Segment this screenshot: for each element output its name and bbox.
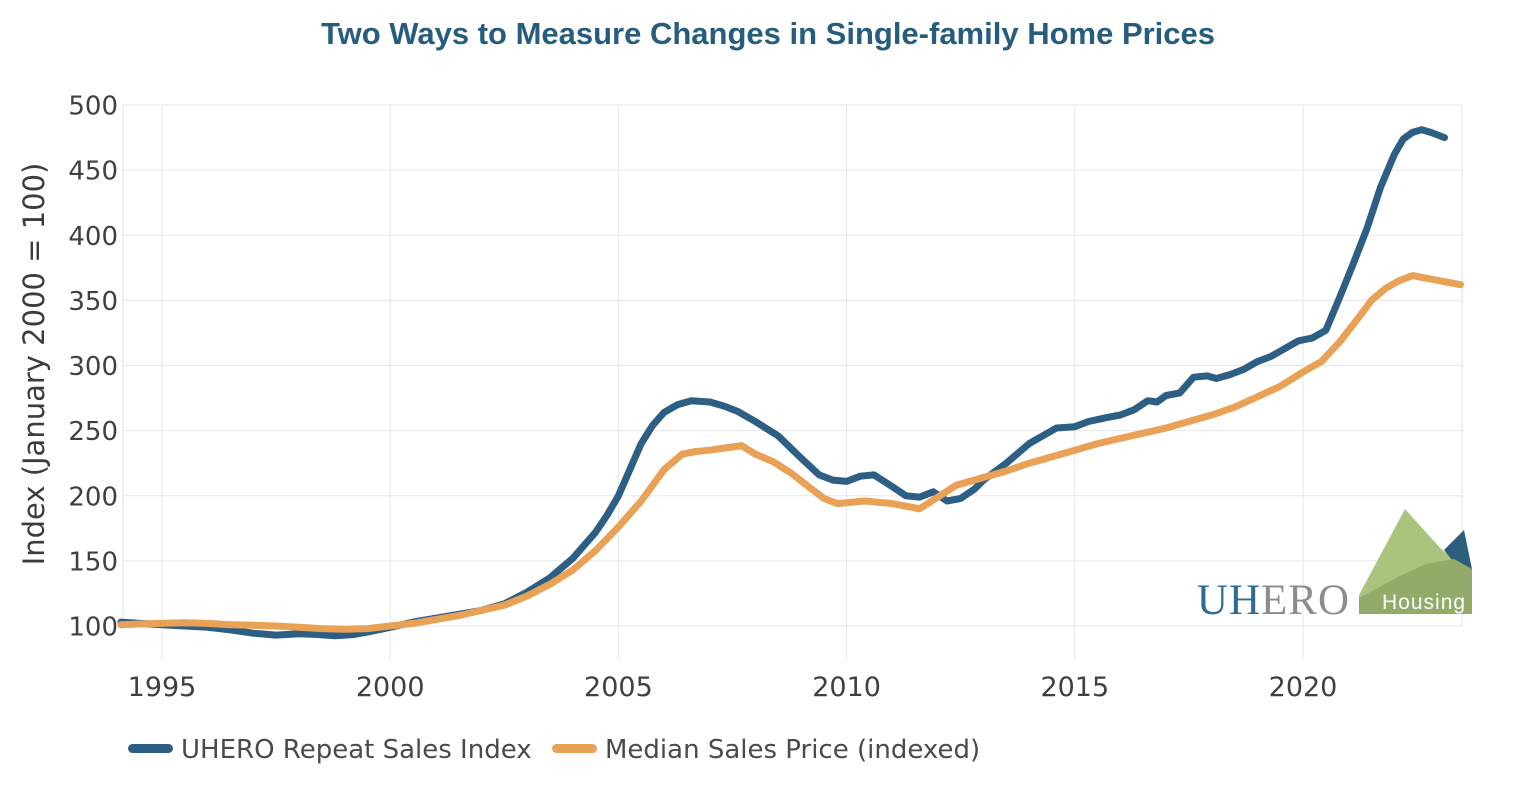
chart-legend: UHERO Repeat Sales Index Median Sales Pr…	[128, 735, 980, 765]
y-tick-label: 200	[68, 482, 118, 512]
y-axis-title: Index (January 2000 = 100)	[17, 163, 51, 566]
y-tick-label: 300	[68, 352, 118, 382]
x-tick-label: 2020	[1269, 672, 1338, 703]
x-tick-label: 2000	[356, 672, 425, 703]
logo-blue-peak	[1444, 530, 1472, 569]
y-tick-label: 450	[68, 157, 118, 187]
y-tick-label: 350	[68, 287, 118, 317]
x-tick-label: 2005	[584, 672, 653, 703]
uhero-housing-logo: UHERO Housing	[1197, 509, 1472, 624]
gridlines	[123, 104, 1462, 660]
y-tick-label: 100	[68, 613, 118, 643]
legend-label-median-price: Median Sales Price (indexed)	[605, 735, 980, 765]
y-tick-label: 500	[68, 92, 118, 122]
x-tick-label: 2015	[1040, 672, 1109, 703]
logo-sage-ridge	[1359, 559, 1472, 614]
series-line-repeat-sales	[117, 126, 1448, 640]
chart-title: Two Ways to Measure Changes in Single-fa…	[321, 16, 1215, 51]
series-line-median-price	[117, 272, 1464, 633]
legend-label-repeat-sales: UHERO Repeat Sales Index	[181, 735, 532, 765]
y-tick-label: 250	[68, 417, 118, 447]
logo-housing-label: Housing	[1382, 591, 1466, 614]
data-series	[117, 126, 1464, 640]
x-tick-label: 1995	[128, 672, 197, 703]
uhero-wordmark-ero: ERO	[1261, 577, 1350, 624]
y-tick-label: 400	[68, 222, 118, 252]
legend-swatch-repeat-sales	[128, 744, 173, 753]
uhero-wordmark-uh: UH	[1197, 577, 1261, 624]
y-tick-label: 150	[68, 547, 118, 577]
uhero-wordmark: UHERO	[1197, 577, 1350, 624]
axis-tick-labels: 100 150 200 250 300 350 400 450 500 1995 2000 2005 2…	[68, 92, 1337, 704]
legend-swatch-median-price	[552, 744, 597, 753]
x-tick-label: 2010	[812, 672, 881, 703]
logo-mountain-icon: Housing	[1359, 509, 1472, 614]
